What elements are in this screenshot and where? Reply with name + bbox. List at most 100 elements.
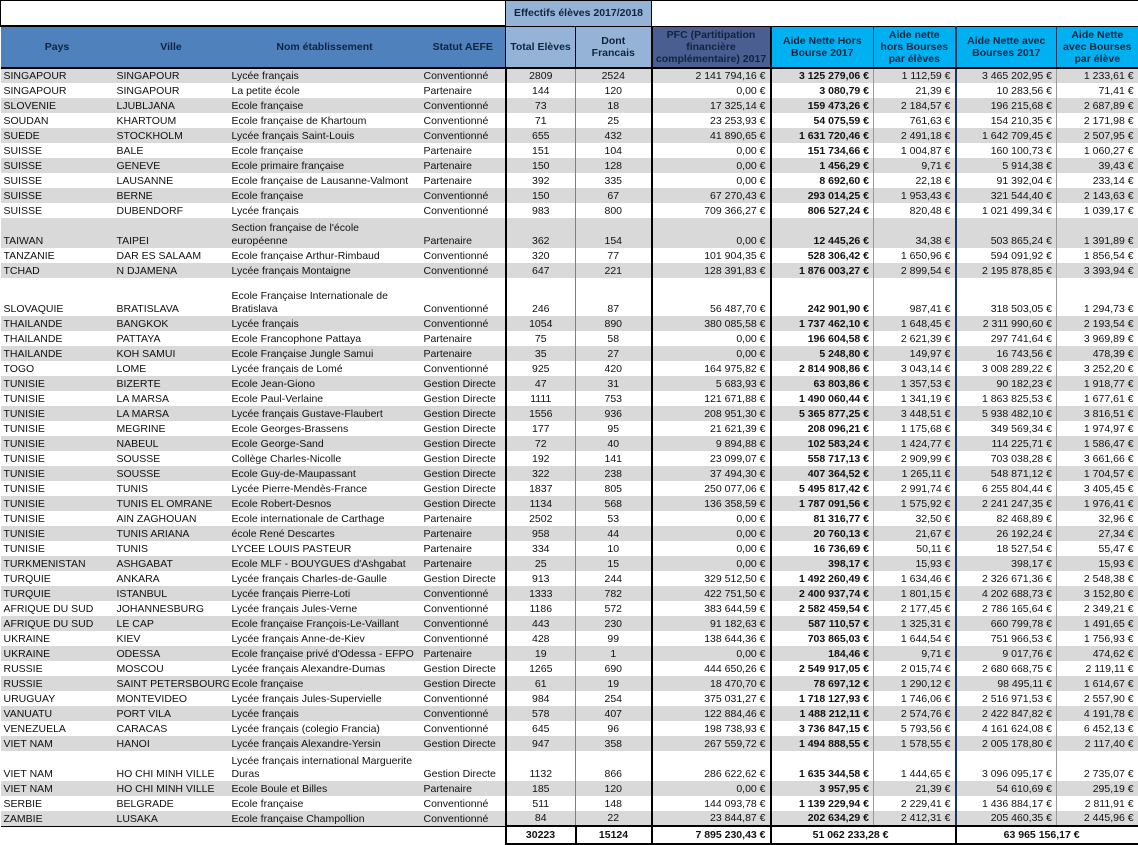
cell-aide-avec-bourses[interactable]: 3 096 095,17 € [956, 751, 1057, 781]
cell-aide-hors-bourse[interactable]: 3 736 847,15 € [771, 721, 874, 736]
cell-dont-francais[interactable]: 690 [576, 661, 652, 676]
cell-aide-avec-par-eleve[interactable]: 15,93 € [1057, 556, 1138, 571]
cell-pays[interactable]: TUNISIE [1, 421, 114, 436]
cell-statut-aefe[interactable]: Gestion Directe [421, 406, 506, 421]
cell-aide-avec-par-eleve[interactable]: 3 252,20 € [1057, 361, 1138, 376]
cell-aide-hors-par-eleve[interactable]: 1 575,92 € [874, 496, 956, 511]
cell-ville[interactable]: LAUSANNE [114, 173, 229, 188]
cell-total-eleves[interactable]: 984 [506, 691, 576, 706]
cell-aide-avec-par-eleve[interactable]: 39,43 € [1057, 158, 1138, 173]
cell-pays[interactable]: TUNISIE [1, 526, 114, 541]
cell-pays[interactable]: TURQUIE [1, 571, 114, 586]
cell-pays[interactable]: SUISSE [1, 203, 114, 218]
cell-pays[interactable]: AFRIQUE DU SUD [1, 601, 114, 616]
cell-ville[interactable]: SINGAPOUR [114, 68, 229, 83]
cell-nom-etablissement[interactable]: Lycée français (colegio Francia) [229, 721, 421, 736]
cell-dont-francais[interactable]: 154 [576, 218, 652, 248]
cell-pfc[interactable]: 286 622,62 € [652, 751, 771, 781]
cell-statut-aefe[interactable]: Partenaire [421, 173, 506, 188]
cell-nom-etablissement[interactable]: Section française de l'école européenne [229, 218, 421, 248]
cell-nom-etablissement[interactable]: Lycée français Montaigne [229, 263, 421, 278]
cell-statut-aefe[interactable]: Partenaire [421, 541, 506, 556]
cell-pfc[interactable]: 0,00 € [652, 646, 771, 661]
cell-pays[interactable]: VENEZUELA [1, 721, 114, 736]
cell-statut-aefe[interactable]: Conventionné [421, 586, 506, 601]
cell-aide-hors-bourse[interactable]: 81 316,77 € [771, 511, 874, 526]
cell-aide-avec-bourses[interactable]: 9 017,76 € [956, 646, 1057, 661]
cell-dont-francais[interactable]: 254 [576, 691, 652, 706]
cell-pays[interactable]: SINGAPOUR [1, 83, 114, 98]
cell-aide-hors-bourse[interactable]: 196 604,58 € [771, 331, 874, 346]
cell-aide-avec-bourses[interactable]: 6 255 804,44 € [956, 481, 1057, 496]
cell-pfc[interactable]: 9 894,88 € [652, 436, 771, 451]
cell-dont-francais[interactable]: 866 [576, 751, 652, 781]
cell-dont-francais[interactable]: 221 [576, 263, 652, 278]
cell-aide-avec-bourses[interactable]: 2 005 178,80 € [956, 736, 1057, 751]
cell-total-eleves[interactable]: 19 [506, 646, 576, 661]
cell-ville[interactable]: PATTAYA [114, 331, 229, 346]
cell-ville[interactable]: CARACAS [114, 721, 229, 736]
cell-pays[interactable]: TOGO [1, 361, 114, 376]
cell-pays[interactable]: AFRIQUE DU SUD [1, 616, 114, 631]
cell-aide-avec-bourses[interactable]: 2 195 878,85 € [956, 263, 1057, 278]
cell-aide-hors-par-eleve[interactable]: 2 015,74 € [874, 661, 956, 676]
cell-nom-etablissement[interactable]: Ecole Francophone Pattaya [229, 331, 421, 346]
cell-dont-francais[interactable]: 19 [576, 676, 652, 691]
cell-ville[interactable]: BERNE [114, 188, 229, 203]
cell-nom-etablissement[interactable]: Ecole française [229, 188, 421, 203]
cell-ville[interactable]: ISTANBUL [114, 586, 229, 601]
cell-total-eleves[interactable]: 362 [506, 218, 576, 248]
cell-ville[interactable]: DAR ES SALAAM [114, 248, 229, 263]
cell-total-eleves[interactable]: 1556 [506, 406, 576, 421]
cell-dont-francais[interactable]: 2524 [576, 68, 652, 83]
cell-pays[interactable]: URUGUAY [1, 691, 114, 706]
cell-dont-francais[interactable]: 805 [576, 481, 652, 496]
cell-aide-avec-par-eleve[interactable]: 1 976,41 € [1057, 496, 1138, 511]
cell-aide-hors-bourse[interactable]: 1 488 212,11 € [771, 706, 874, 721]
cell-dont-francais[interactable]: 67 [576, 188, 652, 203]
cell-statut-aefe[interactable]: Conventionné [421, 203, 506, 218]
cell-pfc[interactable]: 422 751,50 € [652, 586, 771, 601]
cell-nom-etablissement[interactable]: Lycée français [229, 706, 421, 721]
cell-ville[interactable]: HO CHI MINH VILLE [114, 781, 229, 796]
cell-aide-hors-bourse[interactable]: 54 075,59 € [771, 113, 874, 128]
cell-ville[interactable]: MOSCOU [114, 661, 229, 676]
cell-aide-hors-par-eleve[interactable]: 21,39 € [874, 83, 956, 98]
cell-aide-avec-bourses[interactable]: 2 241 247,35 € [956, 496, 1057, 511]
cell-aide-avec-bourses[interactable]: 54 610,69 € [956, 781, 1057, 796]
cell-pfc[interactable]: 250 077,06 € [652, 481, 771, 496]
pfc-sum[interactable]: 7 895 230,43 € [652, 826, 771, 844]
cell-nom-etablissement[interactable]: Lycée français Gustave-Flaubert [229, 406, 421, 421]
cell-aide-hors-bourse[interactable]: 208 096,21 € [771, 421, 874, 436]
cell-pays[interactable]: UKRAINE [1, 631, 114, 646]
cell-aide-avec-par-eleve[interactable]: 474,62 € [1057, 646, 1138, 661]
cell-aide-hors-bourse[interactable]: 806 527,24 € [771, 203, 874, 218]
cell-dont-francais[interactable]: 96 [576, 721, 652, 736]
cell-aide-avec-bourses[interactable]: 398,17 € [956, 556, 1057, 571]
cell-aide-hors-par-eleve[interactable]: 2 184,57 € [874, 98, 956, 113]
cell-nom-etablissement[interactable]: Lycée français Charles-de-Gaulle [229, 571, 421, 586]
cell-pays[interactable]: TUNISIE [1, 541, 114, 556]
cell-dont-francais[interactable]: 104 [576, 143, 652, 158]
cell-total-eleves[interactable]: 322 [506, 466, 576, 481]
cell-ville[interactable]: TUNIS [114, 481, 229, 496]
cell-statut-aefe[interactable]: Partenaire [421, 526, 506, 541]
cell-pays[interactable]: TUNISIE [1, 466, 114, 481]
cell-ville[interactable]: KHARTOUM [114, 113, 229, 128]
cell-pfc[interactable]: 0,00 € [652, 218, 771, 248]
cell-aide-avec-bourses[interactable]: 4 202 688,73 € [956, 586, 1057, 601]
cell-nom-etablissement[interactable]: Ecole française de Lausanne-Valmont [229, 173, 421, 188]
cell-aide-avec-par-eleve[interactable]: 1 233,61 € [1057, 68, 1138, 83]
cell-aide-avec-par-eleve[interactable]: 478,39 € [1057, 346, 1138, 361]
cell-aide-avec-bourses[interactable]: 82 468,89 € [956, 511, 1057, 526]
cell-total-eleves[interactable]: 35 [506, 346, 576, 361]
cell-pfc[interactable]: 208 951,30 € [652, 406, 771, 421]
cell-statut-aefe[interactable]: Conventionné [421, 631, 506, 646]
cell-aide-hors-bourse[interactable]: 102 583,24 € [771, 436, 874, 451]
cell-total-eleves[interactable]: 246 [506, 278, 576, 316]
cell-aide-avec-par-eleve[interactable]: 32,96 € [1057, 511, 1138, 526]
aide-avec-sum[interactable]: 63 965 156,17 € [956, 826, 1138, 844]
cell-aide-avec-par-eleve[interactable]: 2 171,98 € [1057, 113, 1138, 128]
cell-nom-etablissement[interactable]: Ecole Georges-Brassens [229, 421, 421, 436]
cell-statut-aefe[interactable]: Conventionné [421, 616, 506, 631]
